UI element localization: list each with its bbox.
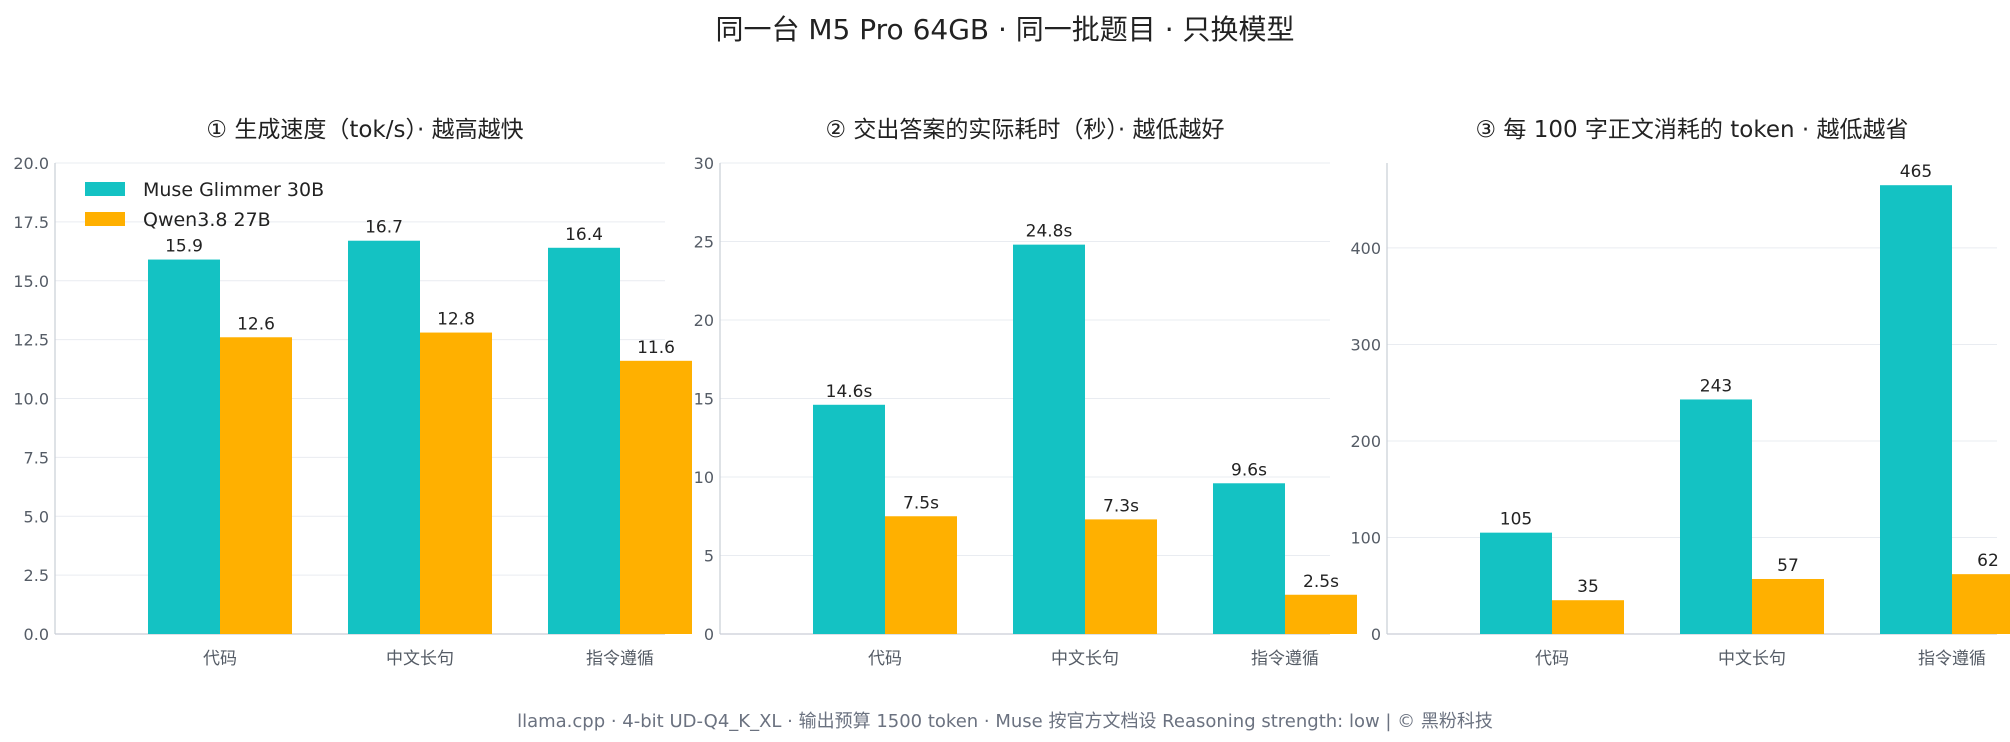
chart-2-title: ② 交出答案的实际耗时（秒）· 越低越好 [825,117,1224,143]
chart-3-bar-s1 [1480,532,1552,634]
footer-caption: llama.cpp · 4-bit UD-Q4_K_XL · 输出预算 1500… [517,711,1493,732]
chart-1-data-label: 16.4 [565,225,603,245]
chart-1-data-label: 12.6 [237,314,275,334]
chart-2-bar-s2 [1085,519,1157,634]
chart-1-data-label: 16.7 [365,218,403,238]
chart-3-ytick-label: 100 [1350,528,1381,547]
chart-1-legend-swatch [85,182,125,196]
chart-3-data-label: 62 [1977,551,1999,571]
chart-1-ytick-label: 2.5 [24,566,49,585]
chart-2-ytick-label: 30 [694,154,714,173]
chart-2-ytick-label: 5 [704,547,714,566]
chart-1-bar-s1 [148,259,220,634]
chart-3-bar-s1 [1880,185,1952,634]
chart-2-data-label: 24.8s [1026,222,1073,242]
chart-2-xtick-label: 代码 [868,649,902,669]
chart-2-bar-s1 [1213,483,1285,634]
chart-3-xtick-label: 中文长句 [1718,649,1786,669]
chart-3-bar-s2 [1752,578,1824,634]
chart-1-bar-s2 [620,360,692,634]
chart-1-ytick-label: 10.0 [13,390,49,409]
chart-3-xtick-label: 代码 [1535,649,1569,669]
chart-1-bar-s1 [548,247,620,634]
chart-2-data-label: 9.6s [1231,460,1267,480]
chart-1-ytick-label: 15.0 [13,272,49,291]
chart-1-xtick-label: 代码 [203,649,237,669]
chart-1-ytick-label: 12.5 [13,331,49,350]
chart-2-xtick-label: 指令遵循 [1251,649,1319,669]
chart-3-ytick-label: 400 [1350,239,1381,258]
chart-3-xtick-label: 指令遵循 [1918,649,1986,669]
chart-1-bar-s2 [420,332,492,634]
chart-3-data-label: 243 [1700,376,1732,396]
chart-3-bar-s2 [1552,600,1624,634]
chart-1-data-label: 15.9 [165,237,203,257]
chart-3-data-label: 57 [1777,556,1799,576]
chart-3-data-label: 35 [1577,577,1599,597]
chart-1-ytick-label: 17.5 [13,213,49,232]
chart-1-bar-s2 [220,337,292,634]
chart-1-ytick-label: 0.0 [24,625,49,644]
chart-2-bar-s1 [1013,244,1085,634]
chart-1-xtick-label: 指令遵循 [586,649,654,669]
chart-1-legend-swatch [85,212,125,226]
chart-3-data-label: 105 [1500,510,1532,530]
chart-2-bar-s2 [1285,594,1357,634]
chart-2-bar-s1 [813,404,885,634]
chart-2-xtick-label: 中文长句 [1051,649,1119,669]
chart-1-ytick-label: 7.5 [24,448,49,467]
chart-2-ytick-label: 10 [694,468,714,487]
chart-1-xtick-label: 中文长句 [386,649,454,669]
chart-2-ytick-label: 25 [694,233,714,252]
chart-1-bar-s1 [348,240,420,634]
chart-1-legend-label: Qwen3.8 27B [143,209,271,231]
chart-3-ytick-label: 300 [1350,335,1381,354]
chart-1-data-label: 11.6 [637,338,675,358]
chart-1-data-label: 12.8 [437,310,475,330]
chart-2-data-label: 14.6s [826,382,873,402]
chart-3-ytick-label: 0 [1371,625,1381,644]
figure-title: 同一台 M5 Pro 64GB · 同一批题目 · 只换模型 [715,13,1295,46]
chart-3-bar-s1 [1680,399,1752,634]
chart-3-title: ③ 每 100 字正文消耗的 token · 越低越省 [1475,117,1908,143]
chart-3-bar-s2 [1952,574,2010,634]
chart-1-ytick-label: 20.0 [13,154,49,173]
chart-1-title: ① 生成速度（tok/s）· 越高越快 [206,117,523,143]
chart-3-data-label: 465 [1900,162,1932,182]
chart-2-bar-s2 [885,516,957,634]
chart-3-ytick-label: 200 [1350,432,1381,451]
chart-2-ytick-label: 15 [694,390,714,409]
chart-2-data-label: 7.5s [903,493,939,513]
chart-2-data-label: 2.5s [1303,572,1339,592]
chart-1-ytick-label: 5.0 [24,507,49,526]
chart-2-ytick-label: 0 [704,625,714,644]
chart-2-ytick-label: 20 [694,311,714,330]
chart-2-data-label: 7.3s [1103,496,1139,516]
chart-1-legend-label: Muse Glimmer 30B [143,179,324,201]
